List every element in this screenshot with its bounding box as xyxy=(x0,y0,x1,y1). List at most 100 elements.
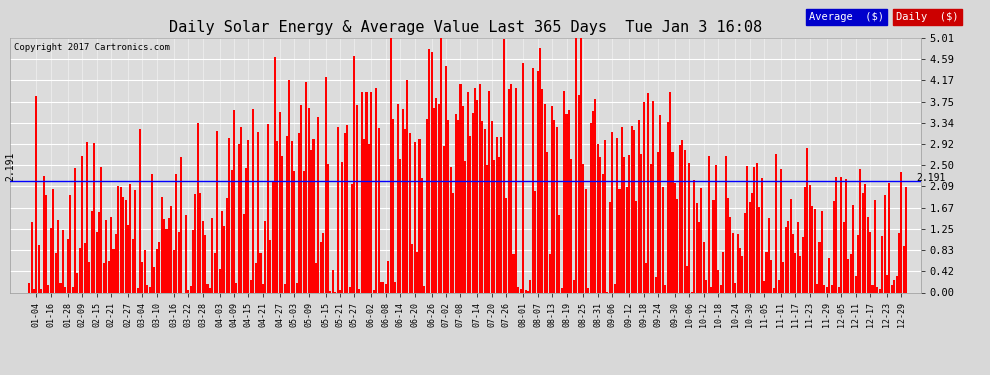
Bar xyxy=(496,137,498,292)
Bar xyxy=(790,200,792,292)
Bar xyxy=(614,284,616,292)
Bar xyxy=(360,93,362,292)
Bar xyxy=(411,244,413,292)
Bar xyxy=(476,100,478,292)
Bar xyxy=(368,144,370,292)
Bar xyxy=(481,121,483,292)
Bar xyxy=(746,166,748,292)
Bar xyxy=(330,291,332,292)
Bar xyxy=(177,232,179,292)
Bar xyxy=(568,110,570,292)
Bar xyxy=(93,143,95,292)
Bar xyxy=(158,242,160,292)
Bar xyxy=(81,156,83,292)
Bar xyxy=(515,88,517,292)
Bar xyxy=(192,230,194,292)
Bar xyxy=(847,260,849,292)
Bar xyxy=(727,198,729,292)
Bar xyxy=(216,130,218,292)
Bar xyxy=(96,232,98,292)
Bar xyxy=(525,291,527,292)
Bar xyxy=(122,197,124,292)
Bar xyxy=(770,260,772,292)
Bar xyxy=(163,219,165,292)
Bar xyxy=(160,197,162,292)
Bar xyxy=(257,132,259,292)
Bar xyxy=(503,39,505,292)
Bar xyxy=(555,127,558,292)
Bar xyxy=(859,170,861,292)
Bar xyxy=(224,226,226,292)
Bar xyxy=(753,167,755,292)
Bar xyxy=(228,138,231,292)
Bar xyxy=(375,88,377,292)
Bar xyxy=(874,200,876,292)
Bar xyxy=(286,136,288,292)
Bar xyxy=(755,163,758,292)
Bar xyxy=(751,193,753,292)
Bar xyxy=(445,66,447,292)
Bar xyxy=(226,198,228,292)
Bar xyxy=(633,130,635,292)
Bar xyxy=(132,238,134,292)
Bar xyxy=(264,221,266,292)
Bar xyxy=(351,184,353,292)
Bar xyxy=(424,286,426,292)
Bar xyxy=(841,177,842,292)
Bar xyxy=(419,139,421,292)
Bar xyxy=(339,290,341,292)
Bar xyxy=(387,261,389,292)
Bar xyxy=(831,285,833,292)
Bar xyxy=(842,222,844,292)
Bar xyxy=(372,290,375,292)
Bar xyxy=(207,284,209,292)
Bar xyxy=(454,114,456,292)
Bar xyxy=(799,256,801,292)
Bar xyxy=(609,202,611,292)
Bar xyxy=(249,280,251,292)
Bar xyxy=(809,185,811,292)
Bar xyxy=(449,167,451,292)
Bar xyxy=(638,120,640,292)
Bar xyxy=(57,220,59,292)
Bar xyxy=(624,157,626,292)
Bar xyxy=(180,157,182,292)
Bar xyxy=(659,116,661,292)
Bar xyxy=(64,287,66,292)
Bar xyxy=(814,209,816,292)
Bar xyxy=(743,213,745,292)
Bar xyxy=(780,170,782,292)
Bar xyxy=(510,84,512,292)
Bar xyxy=(852,206,854,292)
Bar xyxy=(69,195,71,292)
Bar xyxy=(88,262,90,292)
Bar xyxy=(720,285,722,292)
Bar xyxy=(144,250,146,292)
Bar xyxy=(590,123,592,292)
Bar xyxy=(802,237,804,292)
Bar xyxy=(110,217,112,292)
Bar xyxy=(838,287,840,292)
Bar xyxy=(303,171,305,292)
Bar xyxy=(765,252,767,292)
Bar xyxy=(33,289,35,292)
Bar xyxy=(520,290,522,292)
Bar xyxy=(266,124,268,292)
Bar xyxy=(742,256,743,292)
Bar xyxy=(683,150,686,292)
Text: 2.191: 2.191 xyxy=(5,152,15,181)
Bar xyxy=(508,89,510,292)
Bar xyxy=(342,162,344,292)
Bar xyxy=(883,195,886,292)
Bar xyxy=(676,200,678,292)
Bar xyxy=(438,104,440,292)
Bar xyxy=(399,159,401,292)
Bar xyxy=(74,168,76,292)
Bar xyxy=(845,179,847,292)
Bar xyxy=(594,99,596,292)
Bar xyxy=(98,212,100,292)
Bar xyxy=(370,93,372,292)
Bar xyxy=(170,206,172,292)
Bar xyxy=(636,201,638,292)
Bar xyxy=(457,120,459,292)
